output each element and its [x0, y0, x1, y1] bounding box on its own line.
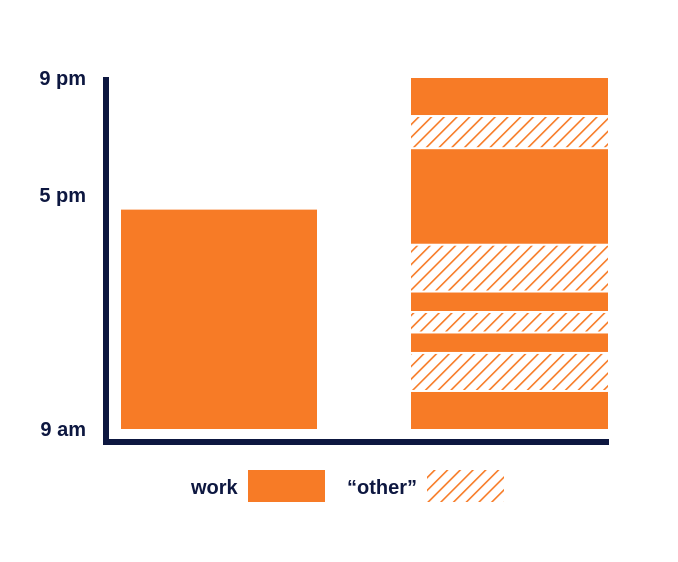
right-bar: [411, 78, 608, 429]
right-bar-segment-other: [411, 313, 608, 332]
right-bar-segment-work: [411, 149, 608, 244]
y-tick-label: 9 am: [40, 419, 86, 441]
y-tick-label: 9 pm: [39, 68, 86, 90]
legend-swatch-other: [427, 470, 504, 502]
right-bar-segment-other: [411, 353, 608, 390]
bars-layer: [121, 78, 608, 429]
right-bar-segment-other: [411, 117, 608, 148]
legend-label-other: “other”: [347, 477, 417, 499]
legend: work “other”: [190, 470, 504, 502]
right-bar-segment-work: [411, 292, 608, 311]
left-bar-segment-work: [121, 209, 317, 429]
right-bar-segment-work: [411, 78, 608, 116]
legend-swatch-work: [248, 470, 325, 502]
left-bar: [121, 209, 317, 429]
axes: [103, 77, 609, 445]
legend-label-work: work: [190, 477, 239, 499]
right-bar-segment-work: [411, 333, 608, 352]
y-tick-label: 5 pm: [39, 185, 86, 207]
right-bar-segment-work: [411, 391, 608, 429]
y-tick-labels: 9 am 5 pm 9 pm: [39, 68, 86, 441]
right-bar-segment-other: [411, 245, 608, 291]
